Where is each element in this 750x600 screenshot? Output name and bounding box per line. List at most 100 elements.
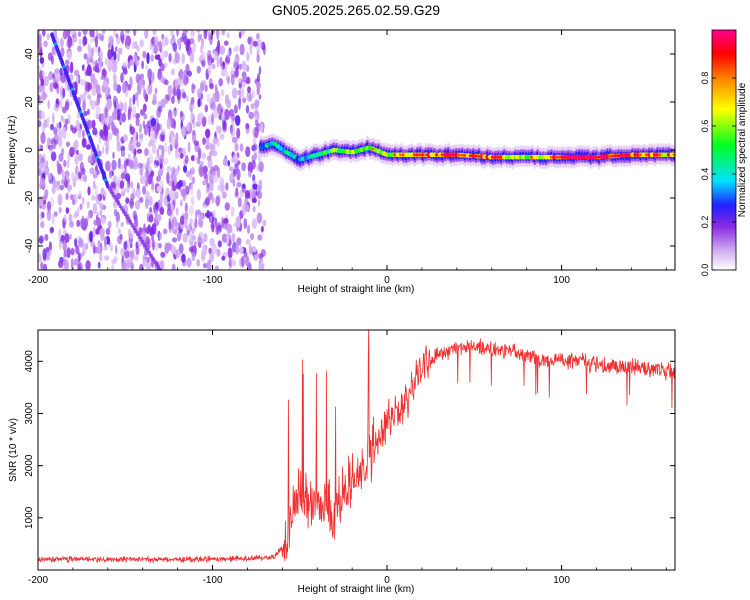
noise-speckle xyxy=(64,118,69,126)
noise-speckle xyxy=(136,99,140,108)
noise-speckle xyxy=(159,232,163,240)
noise-speckle xyxy=(89,30,95,38)
noise-speckle xyxy=(59,99,63,109)
noise-speckle xyxy=(204,104,209,113)
noise-speckle xyxy=(132,210,137,220)
noise-speckle xyxy=(211,63,216,70)
noise-speckle xyxy=(120,150,126,157)
noise-speckle xyxy=(149,129,156,137)
noise-speckle xyxy=(133,30,137,37)
noise-speckle xyxy=(53,103,60,112)
noise-speckle xyxy=(232,76,235,82)
noise-speckle xyxy=(173,110,178,117)
noise-speckle xyxy=(215,195,220,207)
noise-speckle xyxy=(256,191,263,200)
noise-speckle xyxy=(252,174,256,182)
noise-speckle xyxy=(191,235,197,241)
noise-speckle xyxy=(190,167,196,176)
noise-speckle xyxy=(258,179,263,191)
noise-speckle xyxy=(231,233,236,243)
noise-speckle xyxy=(200,213,204,223)
noise-speckle xyxy=(199,160,204,167)
noise-speckle xyxy=(44,165,50,176)
noise-speckle xyxy=(96,245,102,255)
noise-speckle xyxy=(209,34,213,46)
noise-speckle xyxy=(191,252,196,262)
noise-speckle xyxy=(69,220,74,228)
noise-speckle xyxy=(38,142,41,154)
noise-speckle xyxy=(123,134,128,142)
noise-speckle xyxy=(226,75,230,82)
noise-speckle xyxy=(101,146,105,154)
noise-speckle xyxy=(141,60,145,70)
noise-speckle xyxy=(153,159,158,165)
noise-speckle xyxy=(75,165,79,177)
top-x-axis: -200 -100 0 100 xyxy=(28,30,667,286)
streak-tail-segment xyxy=(158,267,162,270)
noise-speckle xyxy=(235,216,241,228)
noise-speckle xyxy=(168,53,172,63)
noise-speckle xyxy=(79,93,83,102)
noise-speckle xyxy=(217,184,221,191)
chart-title: GN05.2025.265.02.59.G29 xyxy=(272,2,440,18)
noise-speckle xyxy=(171,96,175,104)
noise-speckle xyxy=(132,94,136,106)
noise-speckle xyxy=(85,144,91,150)
noise-speckle xyxy=(125,35,132,47)
noise-speckle xyxy=(100,216,106,225)
noise-speckle xyxy=(189,53,195,64)
noise-speckle xyxy=(184,211,189,223)
noise-speckle xyxy=(112,151,115,159)
noise-speckle xyxy=(52,81,57,89)
noise-speckle xyxy=(78,153,83,162)
noise-speckle xyxy=(237,196,242,208)
top-y-tick-label: 0 xyxy=(24,147,35,153)
bottom-y-tick-label: 1000 xyxy=(24,506,35,529)
noise-speckle xyxy=(62,117,66,124)
noise-speckle xyxy=(239,143,244,152)
noise-speckle xyxy=(234,142,238,152)
noise-speckle xyxy=(245,76,251,85)
noise-speckle xyxy=(104,131,109,142)
noise-speckle xyxy=(107,220,112,229)
noise-speckle xyxy=(90,73,96,84)
noise-speckle xyxy=(247,161,254,174)
noise-speckle xyxy=(78,190,82,198)
noise-speckle xyxy=(247,36,252,45)
noise-speckle xyxy=(90,99,96,111)
noise-speckle xyxy=(43,75,50,87)
bottom-x-axis: -200 -100 0 100 xyxy=(28,330,667,586)
noise-speckle xyxy=(207,114,212,126)
noise-speckle xyxy=(253,254,259,261)
top-y-tick-label: -40 xyxy=(24,238,35,253)
noise-speckle xyxy=(224,202,230,211)
noise-speckle xyxy=(147,224,151,233)
noise-speckle xyxy=(146,52,150,65)
noise-speckle xyxy=(236,181,242,188)
noise-speckle xyxy=(111,62,118,73)
noise-speckle xyxy=(44,234,49,241)
noise-speckle xyxy=(227,49,231,61)
noise-speckle xyxy=(224,40,229,46)
noise-speckle xyxy=(239,244,243,255)
noise-speckle xyxy=(111,264,114,270)
noise-speckle xyxy=(221,111,225,121)
noise-speckle xyxy=(245,105,250,114)
noise-speckle xyxy=(175,151,179,160)
noise-speckle xyxy=(207,54,213,66)
noise-speckle xyxy=(203,233,208,243)
noise-speckle xyxy=(95,193,101,205)
noise-speckle xyxy=(211,57,215,64)
noise-speckle xyxy=(262,219,267,227)
noise-speckle xyxy=(221,30,226,36)
noise-speckle xyxy=(38,253,42,263)
noise-speckle xyxy=(70,247,75,255)
noise-speckle xyxy=(113,30,117,38)
noise-speckle xyxy=(120,221,124,228)
noise-speckle xyxy=(226,233,230,245)
noise-speckle xyxy=(185,170,191,178)
noise-speckle xyxy=(175,132,179,145)
noise-speckle xyxy=(200,51,207,61)
noise-speckle xyxy=(58,260,63,269)
noise-speckle xyxy=(76,149,79,155)
